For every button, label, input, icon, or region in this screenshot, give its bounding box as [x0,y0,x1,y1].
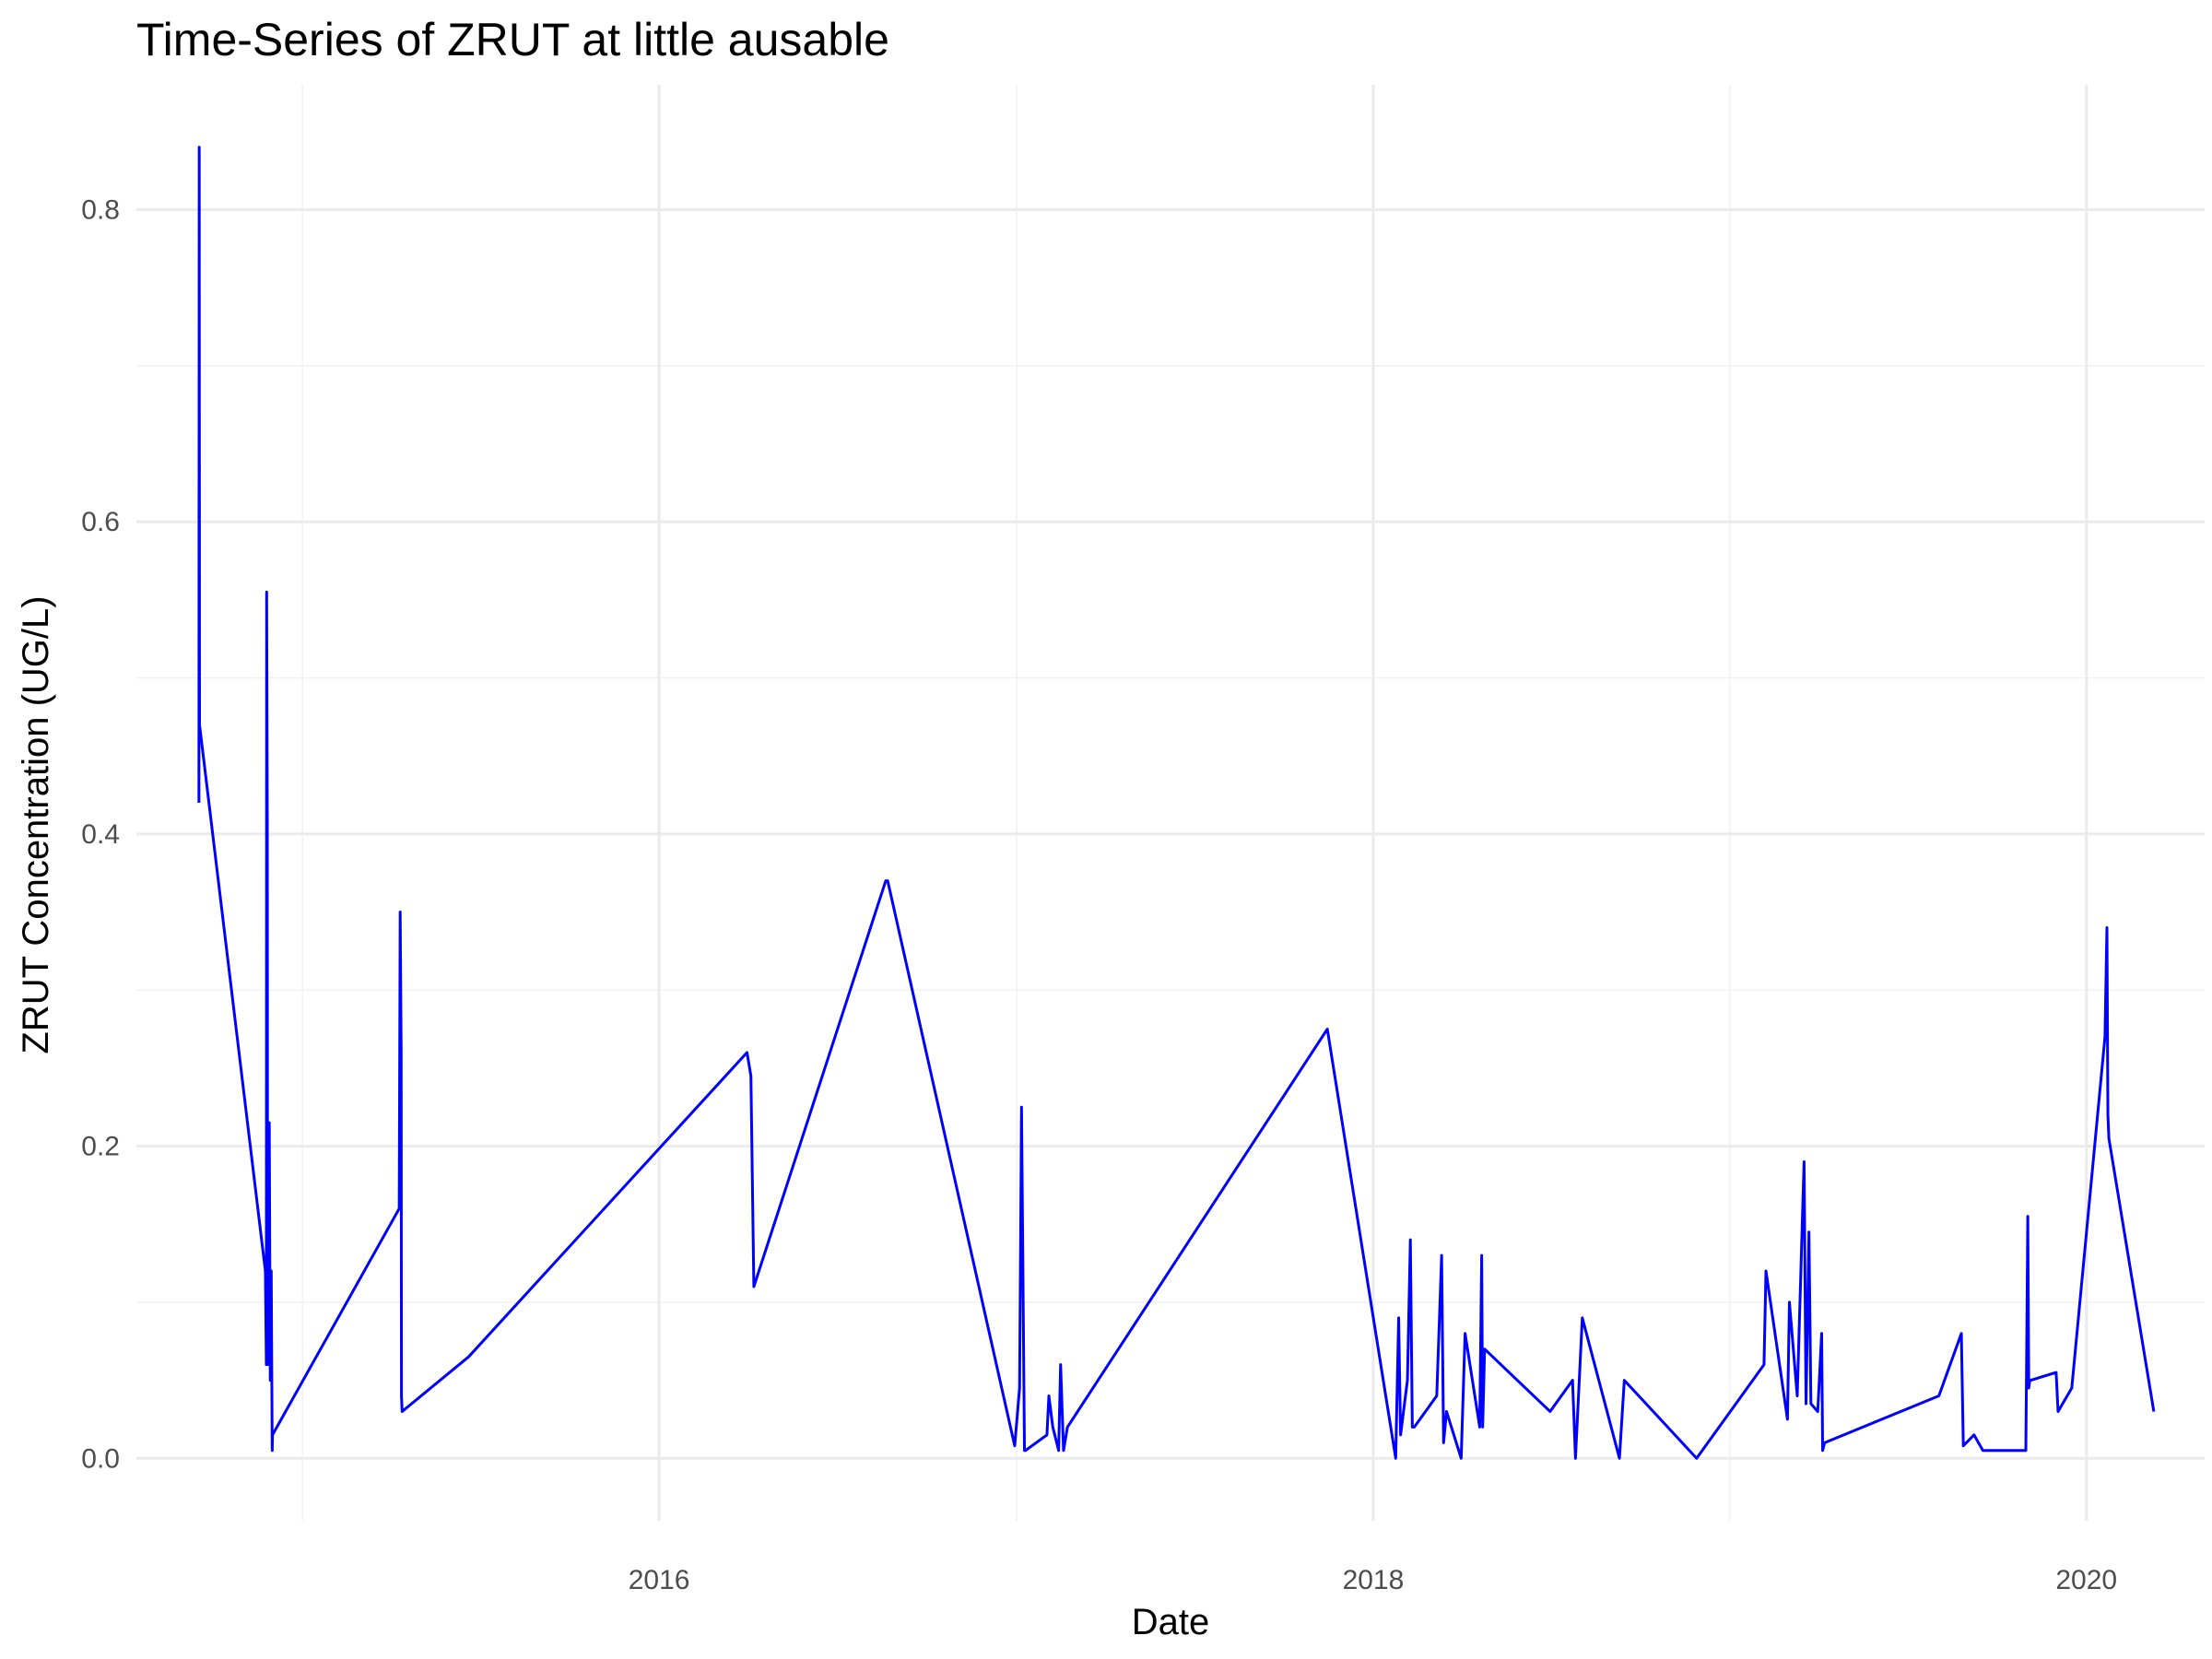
y-tick-label: 0.6 [81,507,120,537]
x-tick-label: 2018 [1343,1565,1405,1595]
chart-title: Time-Series of ZRUT at little ausable [136,14,889,65]
y-axis-label: ZRUT Concentration (UG/L) [16,595,56,1053]
major-gridlines [136,85,2205,1521]
y-tick-label: 0.4 [81,819,120,850]
y-tick-label: 0.8 [81,194,120,225]
y-tick-label: 0.0 [81,1443,120,1474]
series-line [197,146,2156,1460]
minor-gridlines [136,85,2205,1521]
x-axis-label: Date [1132,1602,1210,1642]
x-tick-label: 2016 [629,1565,690,1595]
y-tick-label: 0.2 [81,1132,120,1162]
series-layer [197,146,2156,1460]
x-tick-label: 2020 [2055,1565,2117,1595]
x-axis-ticks: 2016 2018 2020 [629,1565,2117,1595]
y-axis-ticks: 0.0 0.2 0.4 0.6 0.8 [81,194,120,1474]
